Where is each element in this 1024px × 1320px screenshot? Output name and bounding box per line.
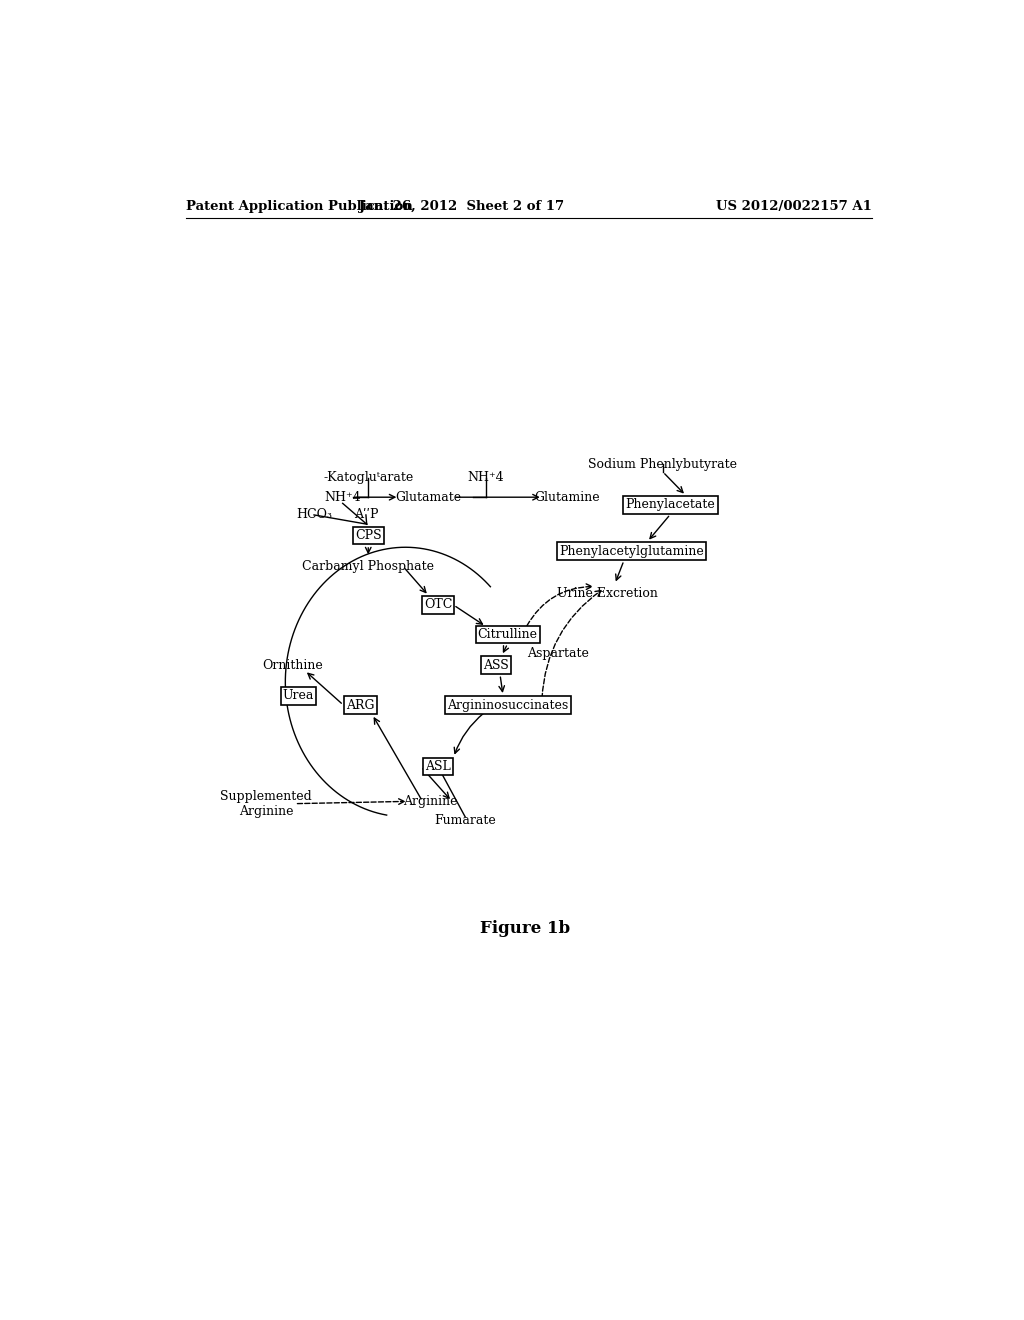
Text: Figure 1b: Figure 1b bbox=[479, 920, 570, 937]
Text: Supplemented
Arginine: Supplemented Arginine bbox=[220, 789, 312, 817]
Text: HCO₃: HCO₃ bbox=[296, 508, 332, 521]
Text: Carbamyl Phosphate: Carbamyl Phosphate bbox=[302, 560, 434, 573]
Text: Glutamate: Glutamate bbox=[395, 491, 462, 504]
Text: NH⁺4: NH⁺4 bbox=[468, 471, 505, 484]
Text: Phenylacetylglutamine: Phenylacetylglutamine bbox=[559, 545, 705, 557]
Text: Arginine: Arginine bbox=[403, 795, 458, 808]
Text: Jan. 26, 2012  Sheet 2 of 17: Jan. 26, 2012 Sheet 2 of 17 bbox=[358, 201, 564, 214]
Text: -Katogluᵗarate: -Katogluᵗarate bbox=[324, 471, 414, 484]
Text: Fumarate: Fumarate bbox=[434, 814, 496, 828]
Text: Patent Application Publication: Patent Application Publication bbox=[186, 201, 413, 214]
Text: Argininosuccinates: Argininosuccinates bbox=[447, 698, 568, 711]
Text: Citrulline: Citrulline bbox=[478, 628, 538, 640]
Text: Sodium Phenlybutyrate: Sodium Phenlybutyrate bbox=[588, 458, 737, 471]
Text: US 2012/0022157 A1: US 2012/0022157 A1 bbox=[716, 201, 872, 214]
Text: Aspartate: Aspartate bbox=[527, 647, 589, 660]
Text: Glutamine: Glutamine bbox=[534, 491, 599, 504]
Text: AʹʹP: AʹʹP bbox=[353, 508, 378, 521]
Text: Ornithine: Ornithine bbox=[263, 659, 324, 672]
Text: OTC: OTC bbox=[424, 598, 453, 611]
Text: Phenylacetate: Phenylacetate bbox=[626, 499, 716, 511]
Text: ASS: ASS bbox=[483, 659, 509, 672]
Text: ARG: ARG bbox=[346, 698, 375, 711]
Text: Urea: Urea bbox=[283, 689, 314, 702]
Text: CPS: CPS bbox=[355, 529, 382, 543]
Text: NH⁺4: NH⁺4 bbox=[325, 491, 361, 504]
Text: ASL: ASL bbox=[425, 760, 451, 774]
Text: Urine Excretion: Urine Excretion bbox=[556, 587, 657, 601]
